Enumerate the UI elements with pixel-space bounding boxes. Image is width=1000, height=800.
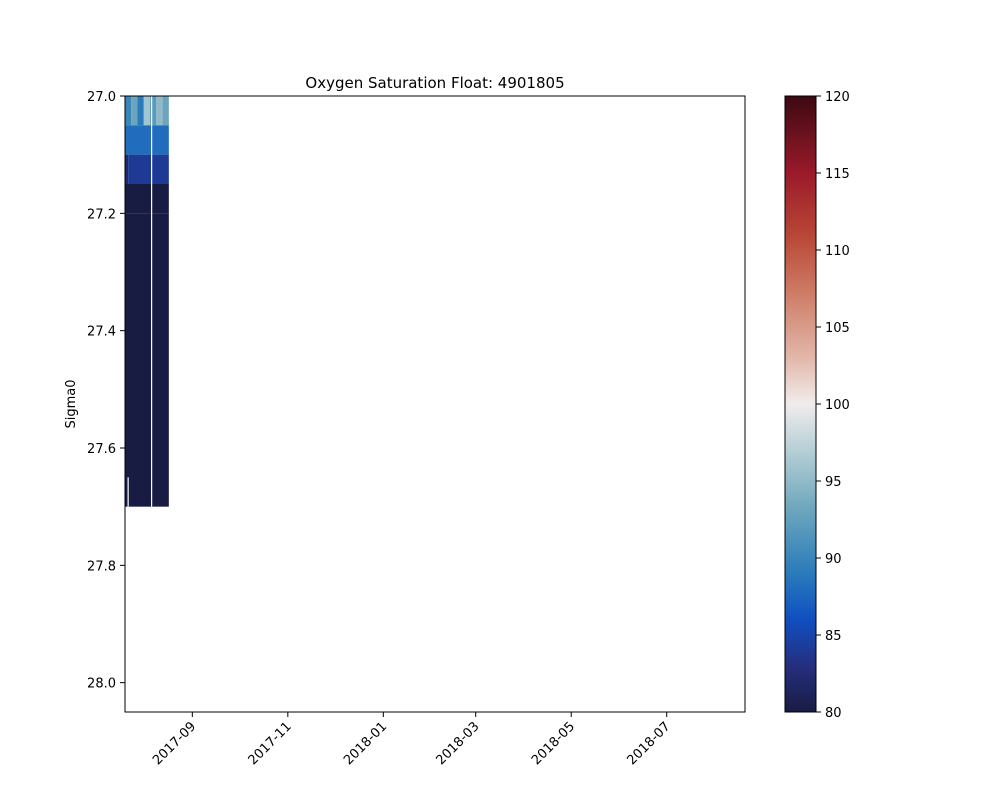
heatmap-cell	[125, 96, 132, 126]
heatmap-cell	[125, 154, 129, 184]
x-tick-label: 2017-11	[246, 719, 295, 768]
heatmap-cell	[128, 154, 169, 184]
y-tick-label: 28.0	[87, 677, 116, 692]
heatmap-cell	[143, 96, 151, 126]
colorbar-tick-label: 80	[825, 706, 842, 721]
x-tick-label: 2018-05	[529, 719, 578, 768]
heatmap-cell	[125, 125, 169, 155]
chart-title: Oxygen Saturation Float: 4901805	[305, 74, 564, 92]
y-axis: 27.0 27.2 27.4 27.6 27.8 28.0	[87, 90, 125, 692]
y-tick-label: 27.4	[87, 325, 116, 340]
x-tick-label: 2017-09	[150, 719, 199, 768]
heatmap-cell	[125, 213, 169, 507]
heatmap-cell	[125, 184, 169, 214]
plot-frame	[124, 95, 746, 713]
y-tick-label: 27.8	[87, 559, 116, 574]
y-tick-label: 27.6	[87, 442, 116, 457]
y-tick-label: 27.2	[87, 207, 116, 222]
colorbar-tick-label: 85	[825, 629, 842, 644]
colorbar-tick-label: 105	[825, 321, 850, 336]
colorbar-tick-label: 115	[825, 167, 850, 182]
x-tick-label: 2018-01	[341, 719, 390, 768]
heatmap-cells	[125, 96, 169, 507]
x-tick-label: 2018-07	[625, 719, 674, 768]
colorbar-tick-label: 100	[825, 398, 850, 413]
colorbar-ticks: 80 85 90 95 100 105 110 115 120	[816, 90, 850, 721]
plot-area	[124, 95, 746, 713]
colorbar-tick-label: 95	[825, 475, 842, 490]
x-axis: 2017-09 2017-11 2018-01 2018-03 2018-05 2018-…	[150, 712, 674, 768]
heatmap-cell	[137, 96, 144, 126]
y-tick-label: 27.0	[87, 90, 116, 105]
x-tick-label: 2018-03	[434, 719, 483, 768]
colorbar-tick-label: 110	[825, 244, 850, 259]
heatmap-cell	[156, 96, 163, 126]
colorbar-tick-label: 120	[825, 90, 850, 105]
heatmap-cell	[162, 96, 169, 126]
heatmap-cell	[131, 96, 138, 126]
colorbar: 80 85 90 95 100 105 110 115 120	[784, 90, 850, 721]
y-axis-label: Sigma0	[64, 379, 79, 428]
colorbar-gradient	[784, 95, 817, 713]
colorbar-tick-label: 90	[825, 552, 842, 567]
heatmap-cell	[150, 96, 157, 126]
